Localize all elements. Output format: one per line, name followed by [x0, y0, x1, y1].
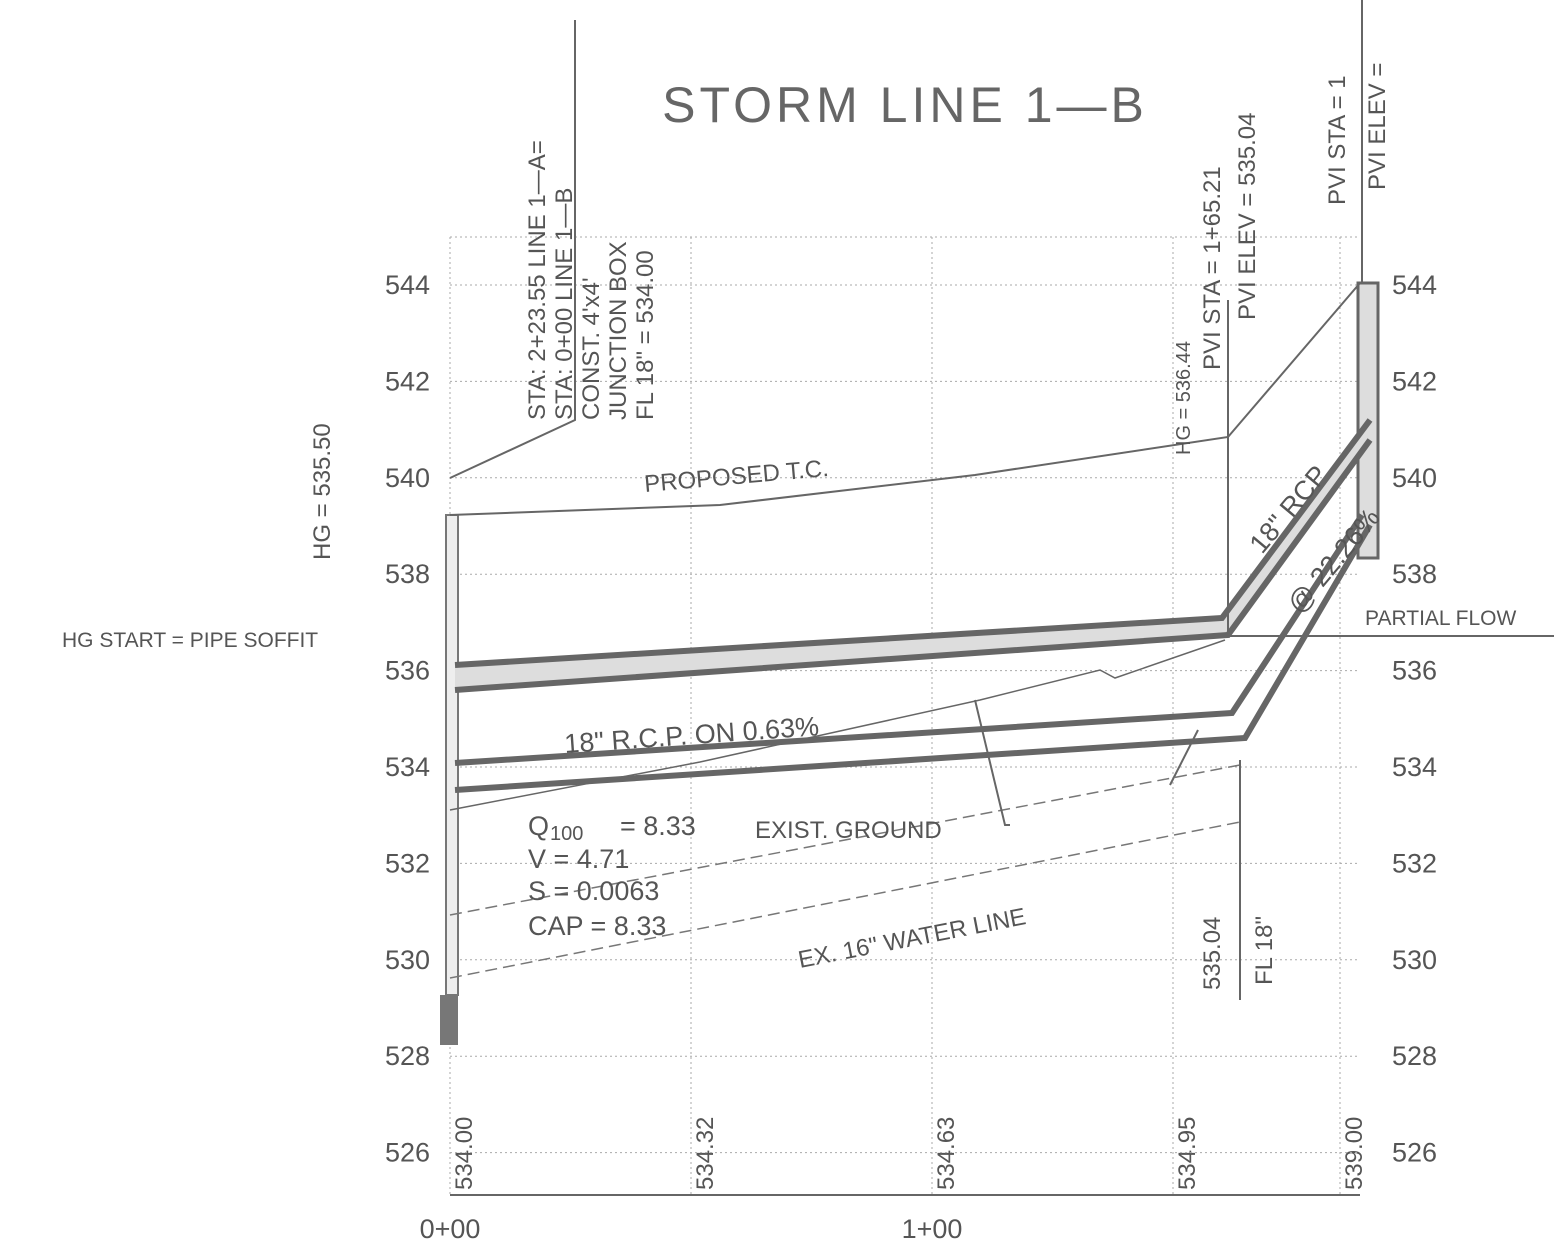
q-label: Q — [528, 811, 549, 841]
right-tick-label: 530 — [1392, 945, 1437, 975]
right-tick-label: 528 — [1392, 1041, 1437, 1071]
left-tick-label: 540 — [385, 463, 430, 493]
velocity: V = 4.71 — [528, 844, 629, 874]
right-tick-label: 526 — [1392, 1138, 1437, 1168]
left-tick-label: 534 — [385, 752, 430, 782]
water-line: EX. 16" WATER LINE — [796, 903, 1028, 974]
left-tick-label: 542 — [385, 366, 430, 396]
profile-elevation: 534.00 — [451, 1117, 478, 1190]
right-tick-label: 542 — [1392, 366, 1437, 396]
proposed-tc: PROPOSED T.C. — [643, 455, 830, 498]
note: CONST. 4'x4' — [578, 277, 605, 420]
q-value: = 8.33 — [620, 811, 696, 841]
right-tick-label: 534 — [1392, 752, 1437, 782]
profile-elevation: 539.00 — [1341, 1117, 1368, 1190]
note: JUNCTION BOX — [605, 241, 632, 420]
note: STA: 2+23.55 LINE 1—A= — [524, 140, 551, 420]
q-sub: 100 — [550, 823, 583, 845]
profile-elevation: 534.63 — [933, 1117, 960, 1190]
title: STORM LINE 1—B — [662, 77, 1148, 133]
layout-lines — [440, 0, 1554, 1196]
note: FL 18" = 534.00 — [632, 250, 659, 420]
station-label: 0+00 — [420, 1214, 481, 1244]
left-tick-label: 538 — [385, 559, 430, 589]
profile-elevation: 534.95 — [1174, 1117, 1201, 1190]
left-tick-label: 536 — [385, 656, 430, 686]
left-tick-label: 528 — [385, 1041, 430, 1071]
right-tick-label: 544 — [1392, 270, 1437, 300]
partial-flow: PARTIAL FLOW — [1365, 607, 1516, 630]
fl-note: FL 18" — [1251, 916, 1278, 985]
left-tick-label: 530 — [385, 945, 430, 975]
note: STA: 0+00 LINE 1—B — [551, 188, 578, 420]
fl-elev: 535.04 — [1199, 917, 1226, 990]
pvi-elev: PVI ELEV = 535.04 — [1234, 113, 1261, 320]
right-tick-label: 540 — [1392, 463, 1437, 493]
left-tick-label: 526 — [385, 1138, 430, 1168]
hg-start: HG START = PIPE SOFFIT — [62, 629, 318, 652]
pvi-sta: PVI STA = 1+65.21 — [1199, 166, 1226, 370]
capacity: CAP = 8.33 — [528, 911, 666, 941]
right-tick-label: 538 — [1392, 559, 1437, 589]
station-label: 1+00 — [902, 1214, 963, 1244]
pipe-label: 18" R.C.P. ON 0.63% — [563, 711, 820, 759]
right-tick-label: 536 — [1392, 656, 1437, 686]
pvi-elev-2: PVI ELEV = — [1364, 63, 1391, 190]
hg-right: HG = 536.44 — [1173, 341, 1195, 455]
left-tick-label: 532 — [385, 848, 430, 878]
exist-ground: EXIST. GROUND — [755, 817, 942, 844]
profile-elevation: 534.32 — [692, 1117, 719, 1190]
slope: S = 0.0063 — [528, 876, 659, 906]
hg-left: HG = 535.50 — [309, 423, 336, 560]
right-tick-label: 532 — [1392, 848, 1437, 878]
pvi-sta-2: PVI STA = 1 — [1324, 75, 1351, 205]
left-tick-label: 544 — [385, 270, 430, 300]
junction-notes: STA: 2+23.55 LINE 1—A= STA: 0+00 LINE 1—… — [524, 140, 659, 420]
